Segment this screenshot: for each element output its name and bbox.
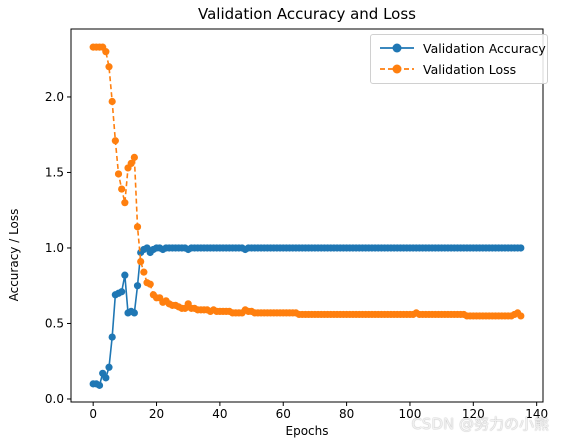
x-axis-label: Epochs [285, 424, 329, 438]
validation-loss-point-6 [108, 97, 116, 106]
validation-loss-point-7 [111, 137, 119, 145]
x-tick-label-20: 20 [149, 407, 164, 421]
legend-item-accuracy: Validation Accuracy [379, 39, 546, 57]
chart-title: Validation Accuracy and Loss [198, 5, 416, 23]
y-tick-label-1: 0.5 [45, 316, 64, 330]
validation-accuracy-point-135 [517, 244, 525, 252]
plot-frame [70, 28, 544, 403]
validation-loss-point-5 [105, 63, 113, 71]
plot-area: 0 20 40 60 80 100 120 140 0.0 0.5 1.0 1.5 2.0 [45, 28, 548, 421]
x-tick-label-60: 60 [276, 407, 291, 421]
validation-loss-point-16 [140, 268, 148, 276]
legend-loss-label: Validation Loss [423, 61, 517, 77]
watermark: CSDN @努力の小熊 [411, 415, 549, 433]
validation-accuracy-point-2 [95, 381, 104, 389]
x-tick-label-120: 120 [462, 407, 485, 421]
validation-loss-point-9 [118, 185, 126, 193]
y-tick-label-2: 1.0 [45, 241, 64, 255]
validation-accuracy-point-14 [133, 282, 142, 290]
legend-accuracy-swatch [380, 43, 414, 53]
legend-item-loss: Validation Loss [379, 60, 516, 78]
x-tick-label-40: 40 [212, 407, 227, 421]
validation-accuracy-point-10 [121, 271, 129, 279]
validation-accuracy-point-5 [105, 363, 113, 371]
validation-loss-point-135 [517, 312, 525, 320]
validation-loss-point-4 [102, 48, 110, 56]
validation-loss-point-10 [121, 199, 129, 207]
validation-accuracy-point-9 [118, 288, 126, 296]
validation-loss-line [93, 46, 522, 317]
validation-loss-point-14 [133, 223, 142, 231]
y-tick-label-3: 1.5 [45, 165, 64, 179]
y-axis-label: Accuracy / Loss [7, 208, 21, 302]
validation-loss-point-15 [137, 257, 145, 266]
legend: Validation Accuracy Validation Loss [370, 34, 548, 84]
y-tick-label-4: 2.0 [45, 90, 64, 104]
validation-loss-point-8 [114, 170, 123, 178]
validation-accuracy-point-13 [130, 309, 138, 317]
x-tick-label-80: 80 [339, 407, 354, 421]
y-tick-label-0: 0.0 [45, 392, 64, 406]
validation-loss-point-12 [127, 159, 135, 168]
legend-loss-swatch [380, 64, 414, 74]
x-tick-label-100: 100 [398, 407, 421, 421]
x-tick-label-0: 0 [89, 407, 97, 421]
validation-loss-point-18 [146, 280, 154, 288]
validation-accuracy-point-6 [108, 333, 116, 341]
validation-accuracy-point-4 [102, 374, 110, 382]
legend-accuracy-label: Validation Accuracy [423, 40, 546, 56]
x-tick-label-140: 140 [525, 407, 548, 421]
validation-loss-point-13 [130, 153, 138, 161]
